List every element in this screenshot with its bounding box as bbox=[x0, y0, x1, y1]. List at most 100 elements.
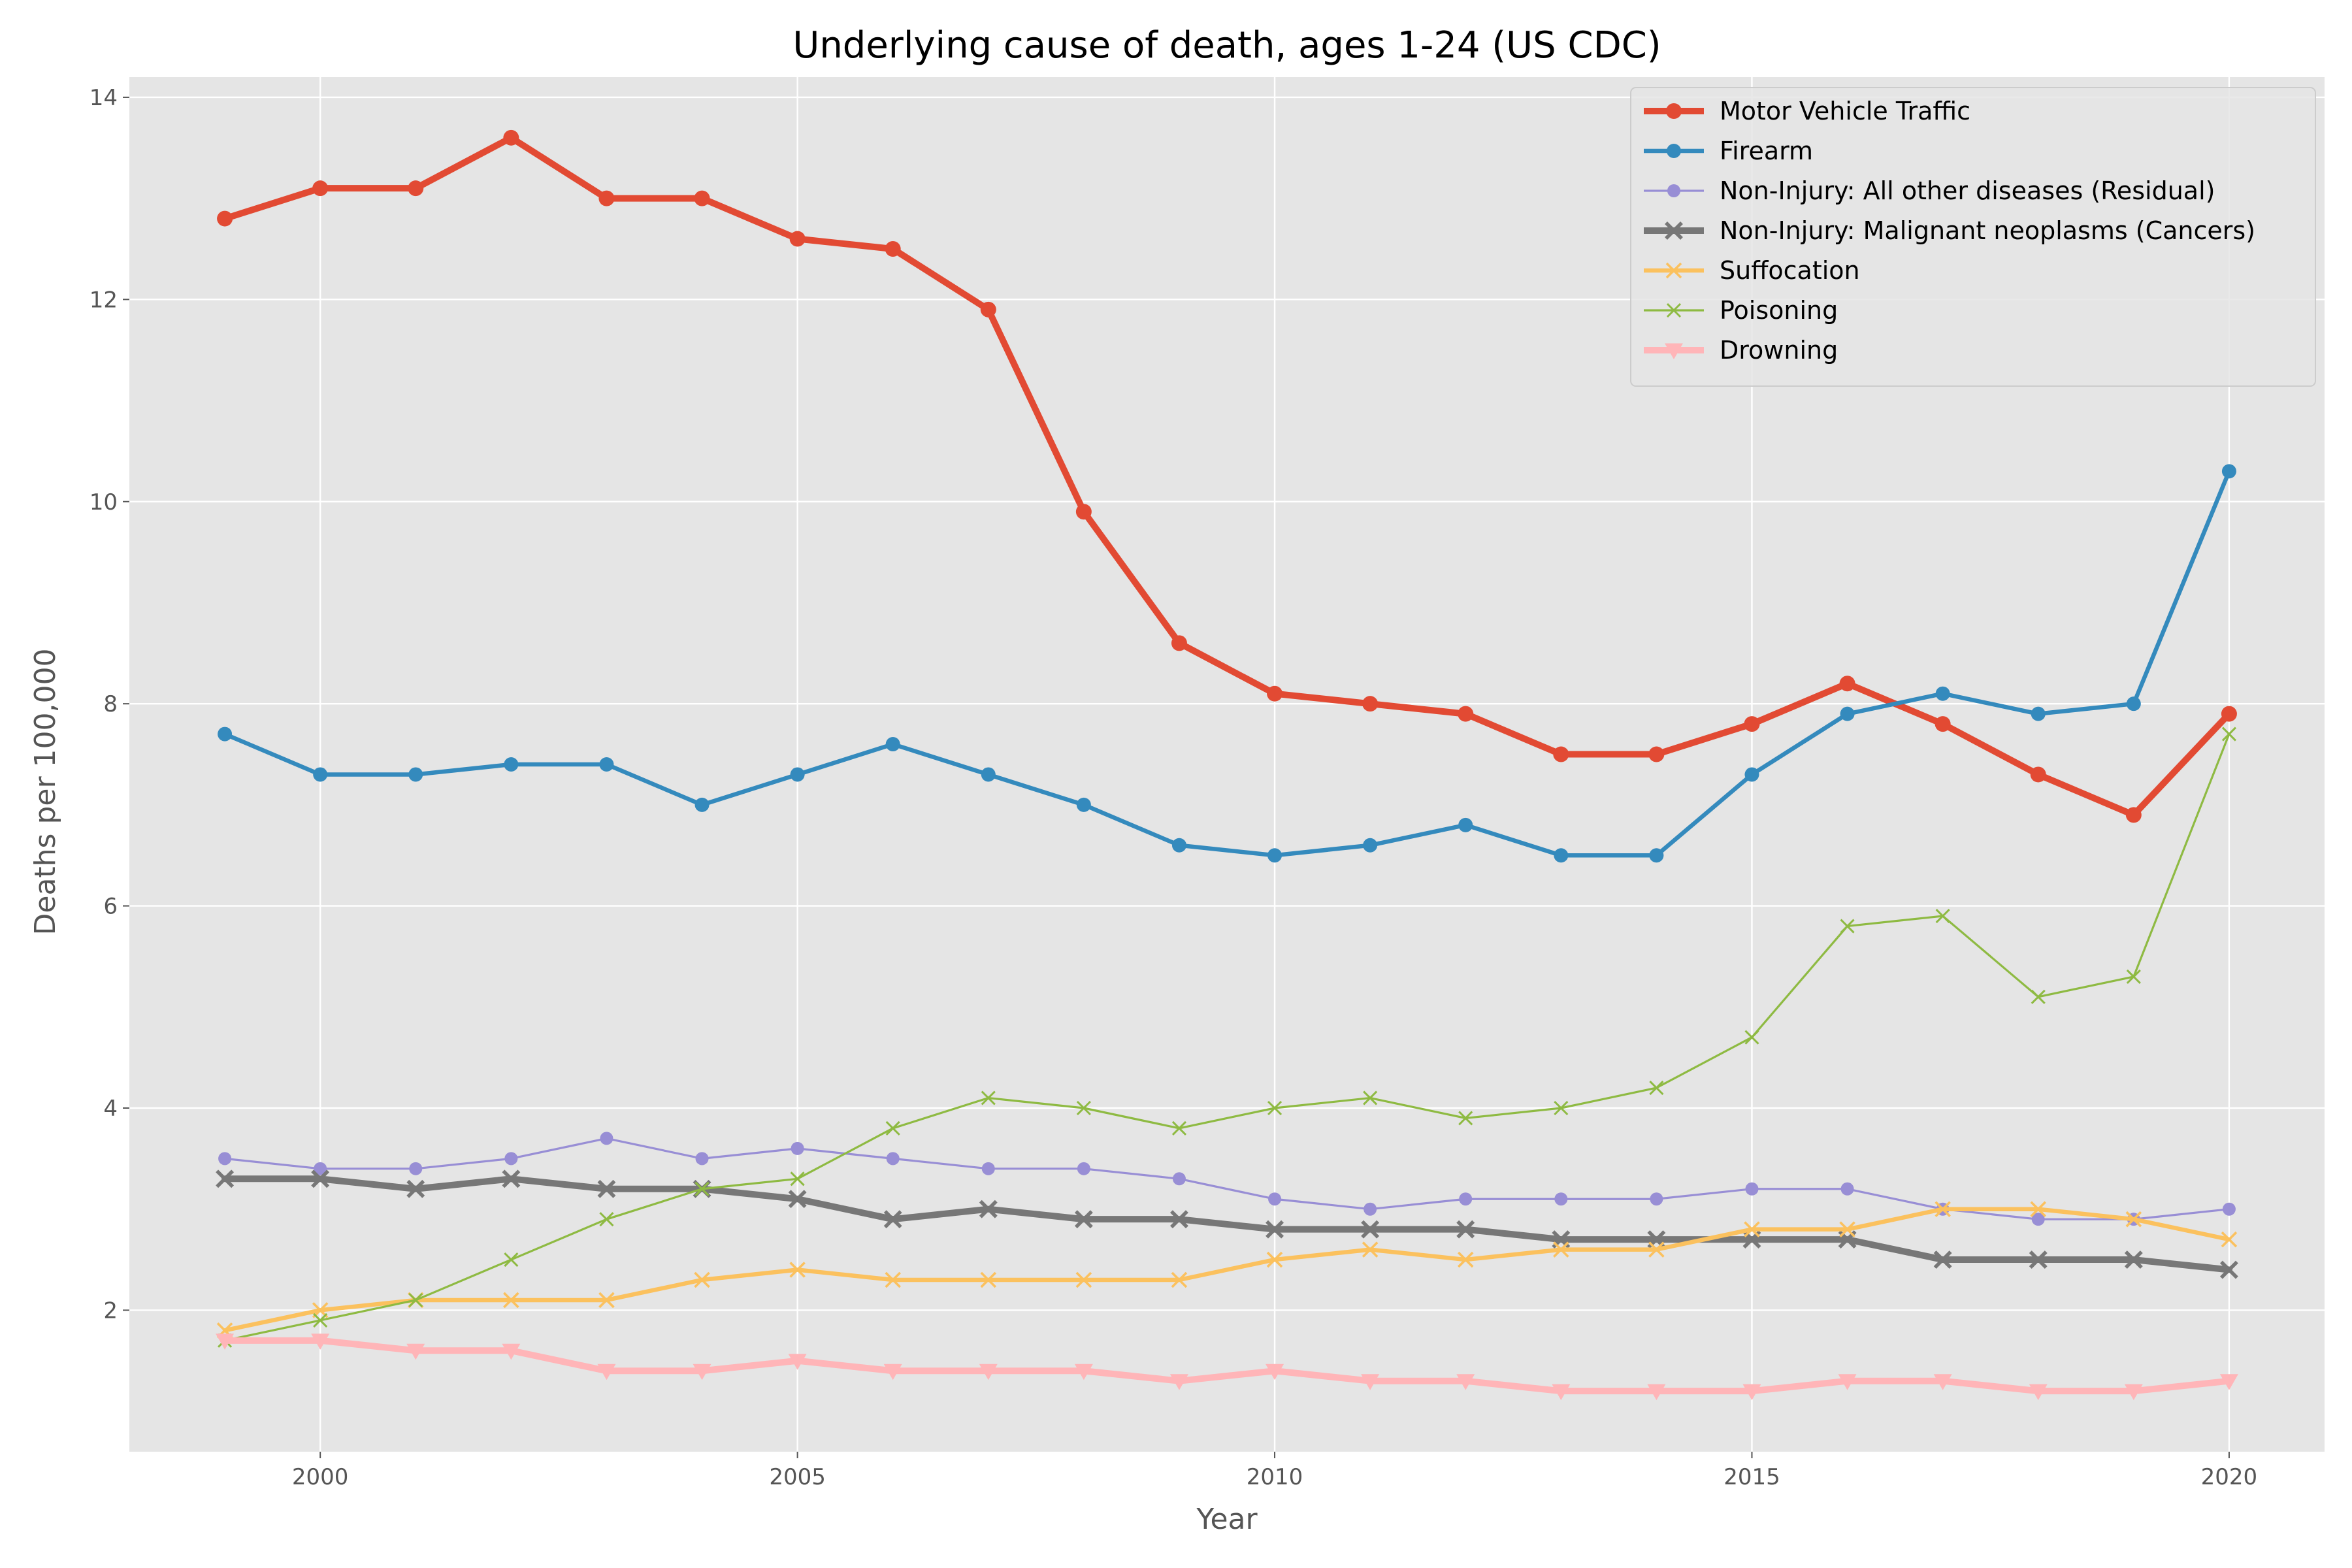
data-point bbox=[2222, 1202, 2236, 1216]
data-point bbox=[886, 1152, 900, 1166]
x-tick-label: 2015 bbox=[1723, 1464, 1780, 1490]
data-point bbox=[885, 737, 900, 752]
data-point bbox=[408, 180, 424, 197]
data-point bbox=[409, 1162, 423, 1175]
data-point bbox=[597, 1179, 616, 1198]
data-point bbox=[1553, 746, 1569, 762]
series-7 bbox=[216, 1333, 2238, 1401]
data-point bbox=[981, 1162, 995, 1175]
data-point bbox=[1266, 1251, 1283, 1268]
y-axis-label: Deaths per 100,000 bbox=[29, 649, 62, 936]
data-point bbox=[1267, 848, 1282, 863]
data-point bbox=[1267, 685, 1283, 702]
data-point bbox=[1840, 1182, 1854, 1196]
data-point bbox=[790, 1171, 805, 1186]
legend-marker bbox=[1667, 184, 1680, 197]
data-point bbox=[788, 1190, 807, 1209]
legend-label: Poisoning bbox=[1720, 296, 1838, 325]
data-point bbox=[1935, 1201, 1951, 1217]
data-point bbox=[2126, 696, 2141, 711]
y-axis-ticks: 2 4 6 8 10 12 14 bbox=[90, 85, 129, 1324]
data-point bbox=[216, 1333, 235, 1350]
series-2 bbox=[218, 464, 2236, 863]
data-point bbox=[503, 129, 519, 146]
data-point bbox=[2031, 1213, 2045, 1226]
data-point bbox=[1075, 1271, 1092, 1288]
data-point bbox=[1362, 1241, 1379, 1258]
data-point bbox=[1077, 1162, 1090, 1175]
data-point bbox=[311, 1169, 330, 1188]
data-point bbox=[791, 1141, 804, 1155]
data-point bbox=[1933, 1374, 1952, 1390]
y-tick-label: 4 bbox=[103, 1096, 118, 1122]
y-tick-label: 12 bbox=[90, 287, 118, 313]
series-line bbox=[221, 1175, 2232, 1273]
legend-item: Suffocation bbox=[1644, 256, 1860, 285]
data-point bbox=[504, 1152, 518, 1166]
data-point bbox=[2125, 807, 2142, 823]
data-point bbox=[883, 1364, 902, 1380]
series-6 bbox=[218, 727, 2236, 1348]
data-point bbox=[1744, 1221, 1760, 1237]
data-point bbox=[1552, 1384, 1571, 1401]
series-line bbox=[221, 1337, 2232, 1395]
data-point bbox=[1171, 1271, 1188, 1288]
data-point bbox=[600, 1132, 613, 1145]
data-point bbox=[598, 190, 615, 206]
data-point bbox=[1170, 1210, 1188, 1229]
legend-item: Non-Injury: Malignant neoplasms (Cancers… bbox=[1644, 216, 2255, 245]
legend-box bbox=[1630, 87, 2316, 387]
data-point bbox=[1268, 1192, 1282, 1206]
data-point bbox=[789, 231, 806, 247]
data-point bbox=[695, 1152, 709, 1166]
data-point bbox=[885, 1271, 901, 1288]
data-point bbox=[980, 1271, 997, 1288]
data-point bbox=[1458, 1111, 1473, 1126]
y-tick-label: 14 bbox=[90, 85, 118, 111]
legend-label: Non-Injury: Malignant neoplasms (Cancers… bbox=[1720, 216, 2255, 245]
series-line bbox=[222, 469, 2232, 858]
data-point bbox=[1361, 1374, 1380, 1390]
data-point bbox=[883, 1210, 902, 1229]
data-point bbox=[218, 1152, 232, 1166]
data-point bbox=[406, 1343, 425, 1360]
data-point bbox=[1266, 1220, 1284, 1239]
data-point bbox=[885, 241, 901, 257]
data-point bbox=[406, 1179, 425, 1198]
data-point bbox=[694, 797, 710, 812]
data-point bbox=[1553, 1241, 1569, 1258]
data-point bbox=[2029, 1250, 2048, 1269]
data-point bbox=[2125, 1211, 2142, 1228]
data-point bbox=[1935, 686, 1950, 701]
data-point bbox=[1074, 1364, 1093, 1380]
legend-item: Firearm bbox=[1644, 137, 1813, 165]
data-point bbox=[1074, 1210, 1093, 1229]
data-point bbox=[504, 1252, 519, 1267]
data-point bbox=[981, 1090, 996, 1105]
data-point bbox=[314, 1162, 327, 1175]
data-point bbox=[599, 1212, 614, 1227]
data-point bbox=[1075, 504, 1092, 520]
data-point bbox=[1266, 1364, 1284, 1380]
data-point bbox=[2219, 1260, 2238, 1279]
data-point bbox=[1458, 706, 1474, 722]
data-point bbox=[1742, 1384, 1761, 1401]
data-point bbox=[1172, 1172, 1186, 1186]
data-point bbox=[1456, 1374, 1475, 1390]
data-point bbox=[2126, 969, 2141, 984]
data-point bbox=[502, 1169, 521, 1188]
legend-marker bbox=[1665, 262, 1682, 279]
x-tick-label: 2005 bbox=[769, 1464, 826, 1490]
data-point bbox=[1744, 1030, 1759, 1045]
legend: Motor Vehicle Traffic Firearm Non-Injury: … bbox=[1630, 87, 2316, 387]
data-point bbox=[693, 1364, 711, 1380]
data-point bbox=[1648, 1241, 1665, 1258]
legend-item: Non-Injury: All other diseases (Residual… bbox=[1644, 176, 2215, 205]
data-point bbox=[2031, 989, 2046, 1004]
data-point bbox=[2221, 706, 2237, 722]
data-point bbox=[2031, 706, 2046, 721]
data-point bbox=[1171, 838, 1186, 853]
data-point bbox=[216, 1169, 235, 1188]
data-point bbox=[1838, 1374, 1857, 1390]
chart-title: Underlying cause of death, ages 1-24 (US… bbox=[792, 24, 1661, 67]
